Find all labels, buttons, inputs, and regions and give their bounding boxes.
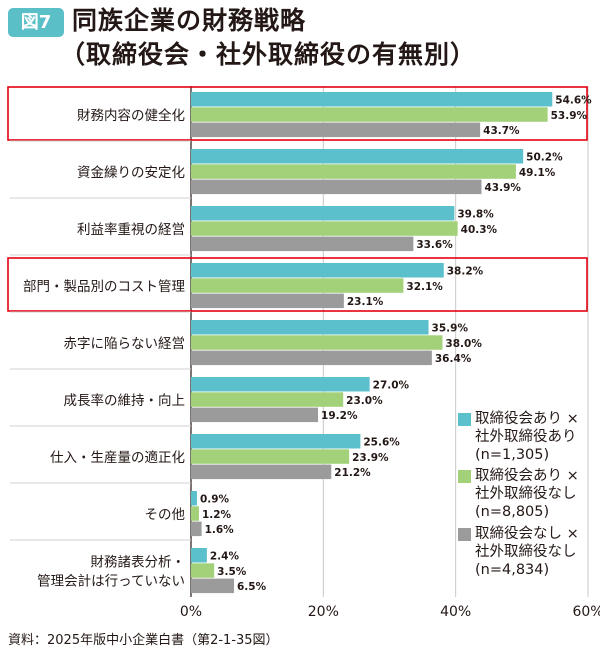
data-label: 23.9% (352, 452, 389, 464)
bar (191, 335, 443, 350)
data-label: 1.2% (202, 509, 232, 521)
data-label: 39.8% (457, 209, 494, 221)
legend-label: 取締役会あり × 社外取締役なし (n=8,805) (475, 468, 579, 520)
data-label: 54.6% (555, 95, 592, 107)
data-label: 6.5% (237, 581, 267, 593)
highlight-box (7, 257, 588, 312)
data-label: 21.2% (334, 467, 371, 479)
bar (191, 563, 215, 578)
category-label: 財務諸表分析・ (91, 554, 186, 570)
data-label: 43.7% (483, 125, 520, 137)
category-label: 成長率の維持・向上 (64, 392, 186, 409)
bar (191, 221, 458, 236)
x-tick-label: 20% (308, 604, 339, 620)
category-label: 部門・製品別のコスト管理 (23, 279, 185, 295)
bar (191, 149, 524, 164)
x-tick-label: 0% (180, 604, 202, 620)
source-note: 資料：2025年版中小企業白書（第2-1-35図） (8, 633, 279, 648)
data-label: 36.4% (435, 353, 472, 365)
bar (191, 407, 319, 423)
chart-subtitle: （取締役会・社外取締役の有無別） (60, 40, 477, 69)
bar (191, 263, 444, 278)
bar (191, 320, 429, 335)
bar (191, 236, 414, 252)
data-label: 33.6% (416, 239, 453, 251)
bar (191, 278, 404, 293)
data-label: 43.9% (484, 182, 521, 194)
bar (191, 293, 344, 309)
bar (191, 521, 202, 537)
data-label: 32.1% (406, 281, 443, 293)
legend-swatch (458, 470, 471, 483)
bar (191, 179, 482, 195)
bar (191, 464, 332, 480)
chart-title: 同族企業の財務戦略 (72, 6, 307, 35)
bar (191, 506, 199, 521)
x-tick-label: 60% (572, 604, 600, 620)
data-label: 53.9% (551, 110, 588, 122)
data-label: 49.1% (519, 167, 556, 179)
bar (191, 107, 548, 122)
category-label: 仕入・生産量の適正化 (50, 449, 185, 466)
legend-label: 取締役会あり × 社外取締役あり (n=1,305) (475, 411, 579, 463)
data-label: 38.0% (445, 338, 482, 350)
highlight-box (7, 86, 588, 141)
legend-label: 取締役会なし × 社外取締役なし (n=4,834) (475, 526, 579, 578)
bar (191, 392, 344, 407)
figure-badge: 図7 (8, 8, 64, 37)
bar (191, 449, 350, 464)
data-label: 40.3% (461, 224, 498, 236)
category-label: 資金繰りの安定化 (77, 165, 185, 181)
data-label: 50.2% (526, 152, 563, 164)
data-label: 27.0% (373, 380, 410, 392)
bar (191, 92, 553, 107)
data-label: 2.4% (210, 551, 240, 563)
bar (191, 434, 361, 449)
data-label: 0.9% (200, 494, 230, 506)
data-label: 3.5% (217, 566, 247, 578)
data-label: 25.6% (363, 437, 400, 449)
bar (191, 578, 235, 594)
bar (191, 491, 197, 506)
bar (191, 122, 481, 138)
bar (191, 377, 370, 392)
category-label: 財務内容の健全化 (77, 107, 185, 124)
bar (191, 548, 207, 563)
legend-swatch (458, 528, 471, 541)
legend-swatch (458, 413, 471, 426)
category-label: その他 (145, 507, 186, 523)
data-label: 19.2% (321, 410, 358, 422)
category-label: 管理会計は行っていない (37, 573, 185, 589)
bar (191, 350, 432, 366)
data-label: 1.6% (205, 524, 235, 536)
data-label: 23.0% (346, 395, 383, 407)
bar (191, 164, 516, 179)
bar (191, 206, 455, 221)
data-label: 23.1% (347, 296, 384, 308)
x-tick-label: 40% (440, 604, 471, 620)
category-label: 利益率重視の経営 (77, 221, 185, 238)
category-label: 赤字に陥らない経営 (64, 335, 186, 352)
data-label: 35.9% (432, 323, 469, 335)
data-label: 38.2% (447, 266, 484, 278)
